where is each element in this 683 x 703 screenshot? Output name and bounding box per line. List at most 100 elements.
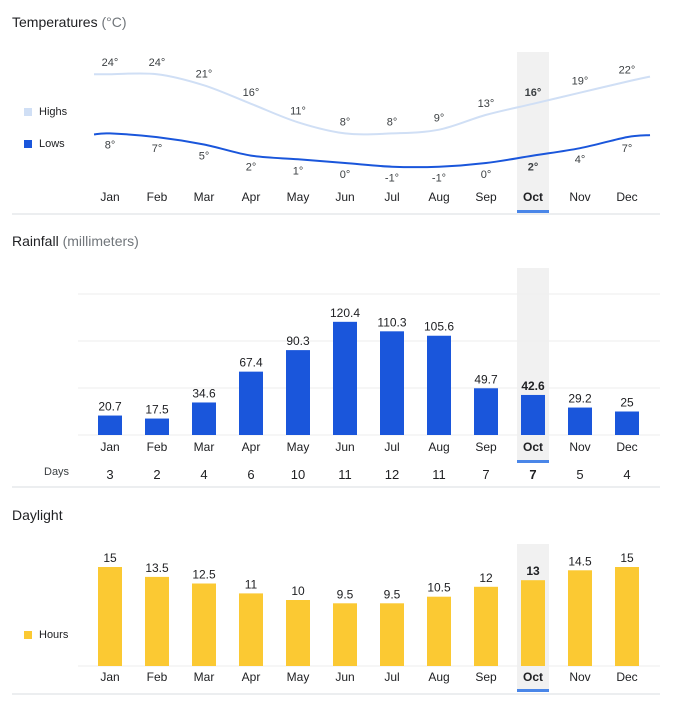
rain-bar xyxy=(427,335,451,435)
temp-month-label: Aug xyxy=(428,190,449,204)
daylight-value-label: 15 xyxy=(620,551,634,565)
temp-month-label: Jun xyxy=(335,190,354,204)
rain-value-label: 67.4 xyxy=(239,356,263,370)
highs-value-label: 9° xyxy=(434,113,445,125)
daylight-value-label: 9.5 xyxy=(337,587,354,601)
highs-value-label: 16° xyxy=(525,87,542,99)
rainfall-title-text: Rainfall xyxy=(12,233,59,249)
rain-days-value: 4 xyxy=(200,467,207,482)
temperature-unit: (°C) xyxy=(101,14,127,30)
lows-value-label: 5° xyxy=(199,151,210,163)
day-month-label: Dec xyxy=(616,670,637,684)
lows-value-label: 8° xyxy=(105,139,116,151)
daylight-value-label: 13 xyxy=(526,564,540,578)
daylight-bar xyxy=(333,603,357,666)
temperature-title-text: Temperatures xyxy=(12,14,98,30)
day-month-label: Jan xyxy=(100,670,119,684)
daylight-value-label: 9.5 xyxy=(384,587,401,601)
rain-month-label: Jul xyxy=(384,440,399,454)
rain-value-label: 25 xyxy=(620,396,634,410)
temp-month-label: Mar xyxy=(194,190,215,204)
day-month-label: Oct xyxy=(523,670,543,684)
daylight-title-text: Daylight xyxy=(12,507,63,523)
daylight-title: Daylight xyxy=(12,507,63,523)
legend-lows: Lows xyxy=(24,138,65,150)
day-month-label: Mar xyxy=(194,670,215,684)
temp-selected-tab-indicator xyxy=(517,210,549,213)
rainfall-unit: (millimeters) xyxy=(62,233,139,249)
rain-bar xyxy=(98,415,122,435)
lows-value-label: 7° xyxy=(622,143,633,155)
rain-days-value: 7 xyxy=(529,467,536,482)
day-month-label: Feb xyxy=(147,670,168,684)
daylight-bar xyxy=(380,603,404,666)
highs-value-label: 11° xyxy=(290,105,306,117)
legend-lows-label: Lows xyxy=(39,138,65,150)
rain-month-label: Sep xyxy=(475,440,497,454)
highs-value-label: 22° xyxy=(619,65,636,77)
temp-month-label: Sep xyxy=(475,190,497,204)
rain-selected-tab-indicator xyxy=(517,460,549,463)
day-month-label: Jul xyxy=(384,670,399,684)
rain-bar xyxy=(380,331,404,435)
rain-value-label: 42.6 xyxy=(521,379,545,393)
temp-month-label: Jul xyxy=(384,190,399,204)
rain-month-label: Feb xyxy=(147,440,168,454)
rain-value-label: 90.3 xyxy=(286,334,310,348)
rain-bar xyxy=(239,371,263,435)
temperature-title: Temperatures (°C) xyxy=(12,14,127,30)
rain-month-label: Dec xyxy=(616,440,637,454)
daylight-value-label: 12 xyxy=(479,571,493,585)
rain-days-value: 11 xyxy=(338,467,352,482)
legend-highs-label: Highs xyxy=(39,106,68,118)
daylight-bar xyxy=(568,570,592,666)
rain-days-label: Days xyxy=(44,466,70,478)
highs-value-label: 8° xyxy=(340,116,351,128)
daylight-bar xyxy=(239,593,263,666)
rain-month-label: Mar xyxy=(194,440,215,454)
rain-value-label: 110.3 xyxy=(377,315,406,329)
rain-month-label: Oct xyxy=(523,440,543,454)
lows-value-label: -1° xyxy=(385,173,399,185)
rain-month-label: May xyxy=(287,440,310,454)
daylight-bar xyxy=(427,596,451,666)
rain-bar xyxy=(286,350,310,435)
day-month-label: May xyxy=(287,670,310,684)
lows-value-label: 2° xyxy=(246,162,257,174)
rain-month-label: Aug xyxy=(428,440,449,454)
lows-value-label: 0° xyxy=(340,169,351,181)
legend-highs-swatch xyxy=(24,108,32,116)
highs-value-label: 13° xyxy=(478,98,495,110)
day-month-label: Jun xyxy=(335,670,354,684)
lows-value-label: 7° xyxy=(152,143,163,155)
rain-days-value: 10 xyxy=(291,467,305,482)
lows-value-label: 0° xyxy=(481,169,492,181)
daylight-value-label: 12.5 xyxy=(192,568,216,582)
temperature-chart: 24° 24° 21° 16° 11° 8° 8° 9° 13° 16° 19° 22° 8° 7° 5° 2… xyxy=(12,52,660,215)
rain-value-label: 20.7 xyxy=(98,400,122,414)
daylight-bar xyxy=(474,586,498,666)
day-month-label: Nov xyxy=(569,670,590,684)
rain-value-label: 105.6 xyxy=(424,320,454,334)
rainfall-title: Rainfall (millimeters) xyxy=(12,233,139,249)
temp-month-label: Jan xyxy=(100,190,119,204)
rain-days-value: 12 xyxy=(385,467,399,482)
lows-value-label: 1° xyxy=(293,165,304,177)
daylight-value-label: 14.5 xyxy=(568,554,592,568)
temp-month-label: Feb xyxy=(147,190,168,204)
legend-highs: Highs xyxy=(24,106,67,118)
day-month-label: Sep xyxy=(475,670,497,684)
daylight-bar xyxy=(615,567,639,666)
legend-hours-label: Hours xyxy=(39,629,69,641)
lows-value-label: -1° xyxy=(432,173,446,185)
rain-value-label: 49.7 xyxy=(474,372,498,386)
temp-month-label: May xyxy=(287,190,310,204)
day-month-label: Apr xyxy=(242,670,261,684)
highs-value-label: 8° xyxy=(387,116,398,128)
lows-line xyxy=(93,132,651,169)
highs-value-label: 21° xyxy=(196,68,213,80)
daylight-value-label: 13.5 xyxy=(145,561,169,575)
rain-days-value: 6 xyxy=(247,467,254,482)
